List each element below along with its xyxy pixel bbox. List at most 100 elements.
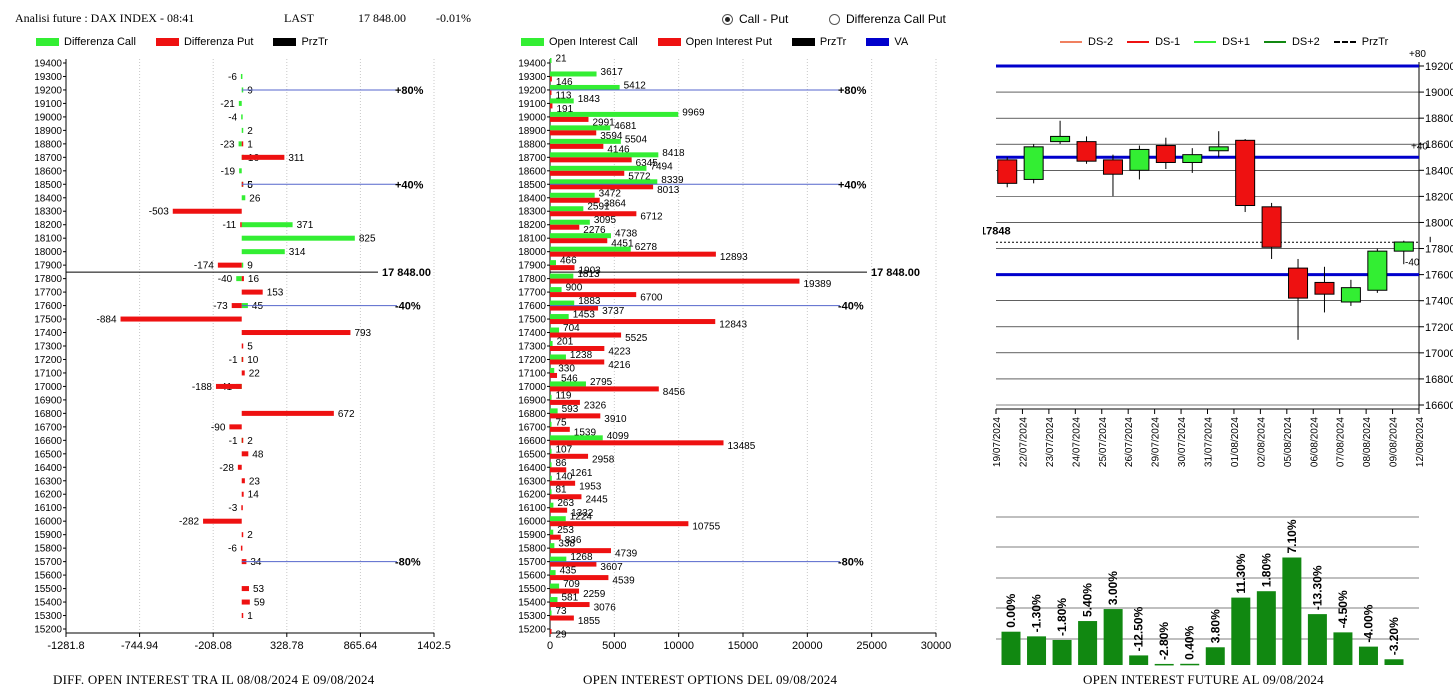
call-bar — [236, 276, 242, 282]
strike-label: 15900 — [518, 530, 546, 541]
legend-swatch-va — [866, 38, 890, 46]
oi-bar — [1231, 597, 1251, 665]
call-value-label: 6278 — [635, 242, 658, 253]
strike-label: 16000 — [34, 517, 62, 528]
x-tick-label: 5000 — [602, 640, 626, 650]
legend-item-oi-put: Open Interest Put — [657, 36, 772, 48]
call-value-label: -1 — [229, 355, 238, 366]
call-bar — [550, 219, 590, 225]
strike-label: 16100 — [34, 503, 62, 514]
legend-oi: Open Interest Call Open Interest Put Prz… — [521, 36, 928, 48]
oi-bar — [1129, 655, 1149, 665]
caption-future: OPEN INTEREST FUTURE AL 09/08/2024 — [1083, 672, 1324, 687]
radio-differenza-call-put[interactable]: Differenza Call Put — [829, 12, 946, 26]
call-value-label: 2591 — [587, 202, 610, 213]
put-value-label: 4739 — [615, 549, 638, 560]
put-bar — [241, 370, 245, 376]
legend-label-oi-prztr: PrzTr — [819, 36, 847, 48]
legend-label-call: Differenza Call — [64, 36, 136, 48]
put-bar — [550, 278, 800, 284]
strike-label: 17100 — [518, 368, 546, 379]
caption-oi: OPEN INTEREST OPTIONS DEL 09/08/2024 — [583, 672, 838, 687]
strike-label: 18200 — [34, 220, 62, 231]
candle-body — [1129, 148, 1150, 171]
call-value-label: 704 — [563, 323, 580, 334]
strike-label: 16300 — [34, 476, 62, 487]
call-value-label: 338 — [558, 539, 575, 550]
put-value-label: -90 — [211, 422, 226, 433]
call-bar — [550, 98, 574, 104]
x-tick-label: 0 — [547, 640, 553, 650]
strike-label: 15900 — [34, 530, 62, 541]
radio-call-put[interactable]: Call - Put — [722, 12, 788, 26]
strike-label: 19000 — [518, 112, 546, 123]
strike-label: 19100 — [34, 99, 62, 110]
put-bar — [550, 480, 576, 486]
put-bar — [550, 426, 570, 432]
call-value-label: 1843 — [578, 94, 601, 105]
call-bar — [550, 489, 552, 495]
strike-label: 17200 — [34, 355, 62, 366]
strike-label: 19400 — [518, 59, 546, 70]
put-value-label: 5525 — [625, 333, 648, 344]
x-tick-label: -744.94 — [121, 640, 158, 650]
put-value-label: -884 — [97, 315, 117, 326]
oi-bar-label: 1.80% — [1259, 553, 1273, 587]
call-bar — [238, 100, 242, 106]
call-bar — [550, 260, 556, 266]
x-tick-label: -208.08 — [195, 640, 232, 650]
put-value-label: 672 — [338, 409, 355, 420]
strike-label: 15500 — [34, 584, 62, 595]
oi-bar-label: -1.80% — [1055, 598, 1069, 636]
candle-body — [1076, 141, 1097, 162]
put-value-label: 4539 — [612, 576, 635, 587]
call-value-label: -6 — [228, 72, 237, 83]
put-bar — [550, 602, 590, 608]
strike-label: 15800 — [518, 544, 546, 555]
put-value-label: 1332 — [571, 508, 594, 519]
x-tick-label: 865.64 — [344, 640, 378, 650]
put-bar — [241, 330, 351, 336]
ref-line-label: +40% — [395, 179, 424, 191]
call-bar — [550, 448, 552, 454]
strike-label: 15400 — [34, 598, 62, 609]
put-bar — [550, 157, 632, 163]
call-value-label: 4681 — [614, 121, 637, 132]
put-value-label: 1261 — [570, 468, 593, 479]
legend-item-va: VA — [866, 36, 908, 48]
strike-label: 17700 — [34, 288, 62, 299]
date-label: 02/08/2024 — [1256, 417, 1267, 467]
put-value-label: 191 — [556, 104, 573, 115]
call-bar — [241, 249, 285, 255]
put-value-label: 4146 — [607, 144, 630, 155]
radio-dot-call-put — [722, 13, 733, 25]
call-value-label: -21 — [220, 99, 235, 110]
strike-label: 18000 — [34, 247, 62, 258]
put-bar — [241, 154, 285, 160]
oi-bar — [1103, 609, 1123, 665]
call-bar — [239, 168, 242, 174]
call-bar — [550, 435, 603, 441]
put-bar — [550, 332, 622, 338]
candle-body — [997, 159, 1018, 184]
call-bar — [241, 114, 243, 120]
call-bar — [550, 138, 621, 144]
legend-swatch-put — [155, 38, 179, 46]
legend-label-prztr: PrzTr — [301, 36, 328, 48]
candle-body — [1155, 145, 1176, 163]
call-value-label: 1813 — [577, 269, 600, 280]
y-tick-label: 16600 — [1425, 400, 1453, 412]
put-value-label: -503 — [149, 207, 169, 218]
put-value-label: -188 — [192, 382, 212, 393]
oi-bar — [1052, 639, 1072, 665]
strike-label: 16600 — [518, 436, 546, 447]
strike-label: 15600 — [518, 571, 546, 582]
put-bar — [241, 599, 250, 605]
legend-swatch-oi-put — [657, 38, 681, 46]
change-value: -0.01% — [436, 11, 471, 25]
put-value-label: 6700 — [640, 293, 663, 304]
put-bar — [172, 208, 242, 214]
ref-line-label: -40% — [395, 301, 421, 313]
call-bar — [550, 84, 620, 90]
put-value-label: 2326 — [584, 400, 607, 411]
